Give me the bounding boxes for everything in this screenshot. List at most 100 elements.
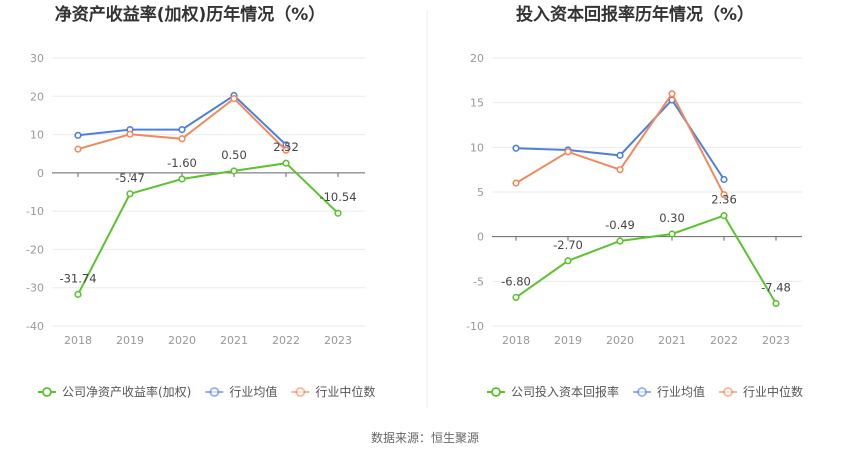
chart-title: 净资产收益率(加权)历年情况（%） bbox=[55, 4, 326, 25]
roic-chart-panel: 投入资本回报率历年情况（%） 20 15 10 5 0 -5 -10 2018 2019 2020… bbox=[466, 4, 803, 399]
data-point bbox=[178, 135, 186, 143]
legend-swatch-marker bbox=[209, 387, 220, 397]
y-tick-label: 0 bbox=[477, 231, 484, 244]
data-label: -5.47 bbox=[115, 171, 145, 185]
series-line bbox=[77, 162, 339, 295]
y-tick-label: 10 bbox=[30, 129, 44, 142]
series-company: -6.80 -2.70 -0.49 0.30 2.36 -7.48 bbox=[501, 193, 791, 308]
legend-swatch-marker bbox=[723, 387, 733, 397]
data-point bbox=[668, 90, 676, 98]
data-point bbox=[720, 211, 728, 220]
data-point bbox=[282, 159, 290, 167]
legend-label: 公司净资产收益率(加权) bbox=[62, 384, 191, 399]
x-tick-label: 2018 bbox=[64, 334, 92, 347]
y-tick-label: 20 bbox=[470, 52, 484, 65]
y-tick-label: 15 bbox=[470, 97, 484, 110]
data-label: -0.49 bbox=[605, 218, 635, 232]
data-source-note: 数据来源：恒生聚源 bbox=[371, 430, 479, 445]
y-tick-label: -10 bbox=[466, 320, 484, 333]
data-point bbox=[668, 230, 676, 238]
data-point bbox=[564, 257, 572, 265]
legend-item: 行业中位数 bbox=[719, 384, 803, 399]
x-tick-label: 2021 bbox=[658, 334, 686, 347]
y-tick-label: -5 bbox=[473, 275, 484, 288]
legend-label: 公司投入资本回报率 bbox=[511, 384, 619, 399]
x-tick-label: 2019 bbox=[554, 334, 582, 347]
data-label: -6.80 bbox=[501, 274, 531, 288]
x-tick-label: 2021 bbox=[220, 334, 248, 347]
legend-item: 行业均值 bbox=[633, 384, 705, 399]
x-tick-label: 2018 bbox=[502, 334, 530, 347]
x-tick-label: 2022 bbox=[272, 334, 300, 347]
y-tick-label: -10 bbox=[26, 205, 44, 218]
x-tick-label: 2019 bbox=[116, 334, 144, 347]
data-point bbox=[334, 209, 342, 217]
data-label: 0.50 bbox=[221, 148, 247, 162]
chart-title: 投入资本回报率历年情况（%） bbox=[516, 4, 754, 25]
data-label: -7.48 bbox=[761, 280, 791, 294]
data-point bbox=[512, 144, 520, 152]
series-industry-median bbox=[74, 94, 290, 154]
legend: 公司投入资本回报率 行业均值 行业中位数 bbox=[487, 384, 803, 399]
legend-label: 行业均值 bbox=[657, 384, 705, 399]
data-point bbox=[282, 146, 290, 154]
data-point bbox=[74, 145, 82, 153]
data-point bbox=[178, 125, 186, 134]
y-tick-label: 30 bbox=[30, 52, 44, 65]
x-tick-label: 2022 bbox=[710, 334, 738, 347]
data-label: -2.70 bbox=[553, 238, 583, 252]
y-tick-label: -20 bbox=[26, 243, 44, 256]
series-line bbox=[515, 214, 777, 305]
data-point bbox=[178, 175, 186, 183]
x-tick-label: 2020 bbox=[168, 334, 196, 347]
legend-item: 行业均值 bbox=[205, 384, 277, 399]
data-point bbox=[720, 191, 728, 199]
data-point bbox=[74, 131, 82, 139]
legend-label: 行业中位数 bbox=[315, 384, 375, 399]
data-label: -31.74 bbox=[59, 271, 96, 285]
legend-swatch-marker bbox=[295, 387, 306, 397]
legend-swatch-marker bbox=[491, 387, 501, 397]
x-tick-label: 2020 bbox=[606, 334, 634, 347]
data-point bbox=[616, 237, 624, 245]
legend-item: 公司投入资本回报率 bbox=[487, 384, 619, 399]
y-tick-label: 10 bbox=[470, 141, 484, 154]
legend-label: 行业均值 bbox=[229, 384, 277, 399]
y-tick-label: -30 bbox=[26, 282, 44, 295]
data-point bbox=[512, 179, 520, 187]
data-label: 0.30 bbox=[659, 211, 685, 225]
legend-item: 行业中位数 bbox=[291, 384, 375, 399]
data-label: 2.52 bbox=[273, 140, 299, 154]
x-tick-label: 2023 bbox=[324, 334, 352, 347]
data-point bbox=[74, 290, 82, 298]
y-tick-label: 0 bbox=[37, 167, 44, 180]
x-tick-label: 2023 bbox=[762, 334, 790, 347]
data-label: 2.36 bbox=[711, 193, 737, 207]
data-label: -1.60 bbox=[167, 156, 197, 170]
data-point bbox=[616, 166, 624, 174]
legend: 公司净资产收益率(加权) 行业均值 行业中位数 bbox=[38, 384, 375, 399]
y-tick-label: -40 bbox=[26, 320, 44, 333]
series-line bbox=[515, 91, 725, 196]
data-point bbox=[564, 148, 572, 156]
data-point bbox=[126, 190, 134, 198]
legend-swatch-marker bbox=[637, 387, 647, 397]
data-point bbox=[772, 299, 780, 308]
legend-item: 公司净资产收益率(加权) bbox=[38, 384, 191, 399]
data-point bbox=[512, 293, 520, 302]
series-industry-median bbox=[512, 90, 728, 199]
data-point bbox=[720, 175, 728, 184]
data-point bbox=[616, 151, 624, 159]
data-point bbox=[230, 94, 238, 103]
series-company: -31.74 -5.47 -1.60 0.50 2.52 -10.54 bbox=[59, 140, 357, 298]
y-tick-label: 5 bbox=[477, 186, 484, 199]
data-label: -10.54 bbox=[319, 190, 356, 204]
series-line bbox=[77, 97, 287, 152]
y-tick-label: 20 bbox=[30, 90, 44, 103]
legend-label: 行业中位数 bbox=[743, 384, 803, 399]
roe-chart-panel: 净资产收益率(加权)历年情况（%） 30 20 10 0 -10 -20 -30 -40 201… bbox=[26, 4, 375, 399]
data-point bbox=[126, 130, 134, 138]
legend-swatch-marker bbox=[42, 387, 52, 397]
data-point bbox=[230, 167, 238, 175]
